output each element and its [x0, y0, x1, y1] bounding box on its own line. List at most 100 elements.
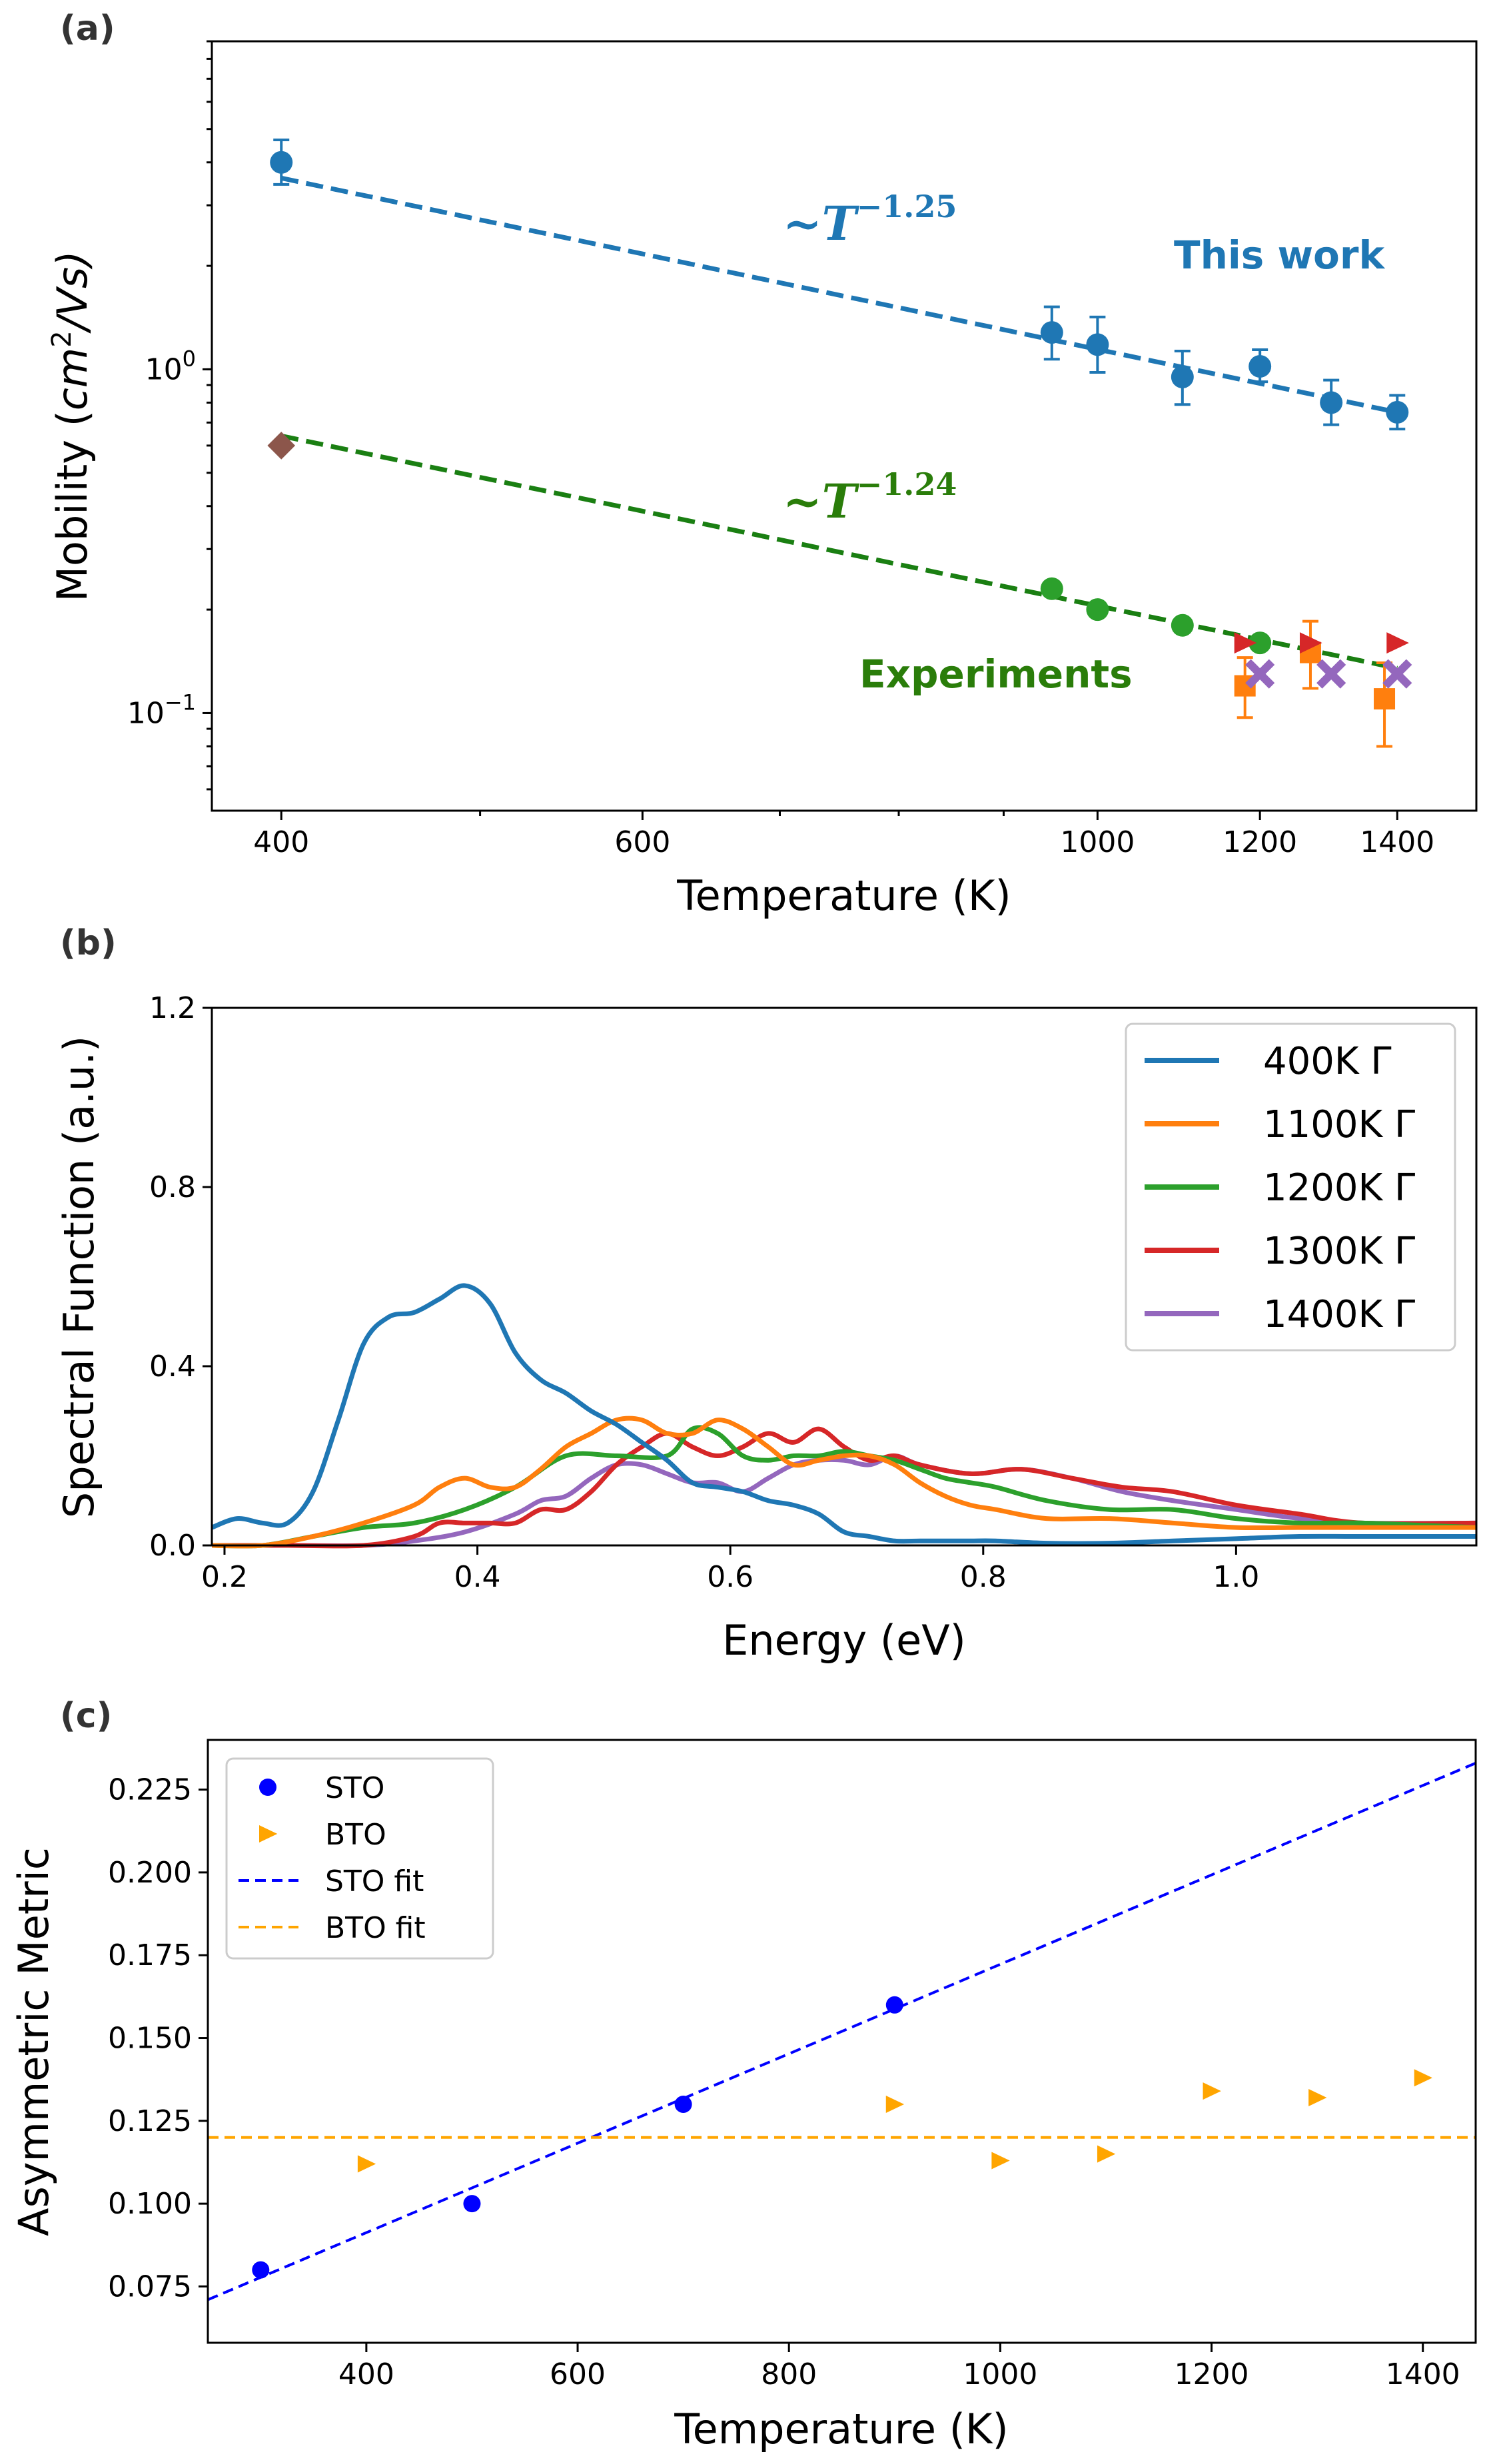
panel-a-x-axis-label: Temperature (K) — [676, 871, 1011, 920]
annotation-experiments: Experiments — [859, 651, 1133, 697]
panel-b-line-1100k- — [211, 1416, 1476, 1549]
panel-c-legend-label-3: BTO fit — [325, 1911, 426, 1945]
panel-c-content — [207, 1761, 1476, 2301]
annotation-power-law-this-work: ~T−1.25 — [783, 189, 957, 251]
panel-c-xtick-5-label: 1400 — [1386, 2357, 1460, 2391]
annotation-power-law-experiments: ~T−1.24 — [783, 466, 957, 529]
panel-a-point-s0-p5 — [1320, 391, 1343, 414]
panel-c-point-sto-3 — [885, 1996, 903, 2014]
panel-a-point-s4-p2 — [1386, 632, 1409, 654]
panel-a-mobility-chart: (a) 400 600 1000 1200 1400 100 10−1 Temperatu… — [47, 9, 1478, 920]
panel-c-ytick-3-label: 0.150 — [108, 2022, 192, 2056]
panel-a-point-s0-p4 — [1249, 354, 1272, 378]
panel-a-point-s0-p6 — [1386, 400, 1409, 424]
panel-c-ytick-2-label: 0.125 — [108, 2104, 192, 2138]
panel-b-ytick-0-label: 0.0 — [149, 1529, 196, 1563]
panel-a-xtick-1200-label: 1200 — [1223, 825, 1297, 859]
panel-c-ytick-4-label: 0.175 — [108, 1938, 192, 1972]
panel-b-legend-label-2: 1200K Γ — [1263, 1166, 1415, 1210]
panel-c-x-axis-label: Temperature (K) — [674, 2405, 1008, 2453]
panel-c-ytick-1-label: 0.100 — [108, 2187, 192, 2221]
panel-a-ytick-1-label: 10−1 — [127, 689, 196, 730]
panel-b-xtick-3-label: 0.8 — [960, 1560, 1007, 1594]
panel-c-legend-label-1: BTO — [325, 1818, 386, 1852]
panel-b-frame — [211, 1007, 1478, 1547]
panel-a-point-s5-p1 — [1316, 659, 1346, 689]
panel-c-legend-label-0: STO — [325, 1771, 384, 1805]
panel-c-point-bto-2 — [991, 2152, 1010, 2170]
panel-b-y-ticks: 0.0 0.4 0.8 1.2 — [149, 991, 212, 1563]
panel-a-xtick-1400-label: 1400 — [1360, 825, 1434, 859]
panel-a-fit-line-1 — [280, 434, 1398, 671]
panel-a-point-s0-p1 — [1040, 321, 1063, 344]
panel-b-legend-label-4: 1400K Γ — [1263, 1293, 1415, 1336]
panel-c-point-bto-6 — [1414, 2069, 1433, 2087]
panel-c-ytick-6-label: 0.225 — [108, 1773, 192, 1807]
panel-a-xtick-400-label: 400 — [253, 825, 309, 859]
panel-a-point-s0-p2 — [1086, 333, 1109, 356]
panel-a-y-ticks: 100 10−1 — [127, 40, 212, 791]
panel-b-legend-box — [1125, 1023, 1456, 1352]
panel-b-line-1200k- — [211, 1425, 1477, 1549]
panel-c-label: (c) — [60, 1696, 112, 1736]
panel-c-x-ticks: 400 600 800 1000 1200 1400 — [338, 2343, 1460, 2391]
panel-b-legend-label-3: 1300K Γ — [1263, 1230, 1415, 1273]
panel-c-frame — [207, 1739, 1477, 2344]
panel-a-point-s1-p2 — [1171, 614, 1194, 637]
panel-c-xtick-1-label: 600 — [550, 2357, 606, 2391]
panel-c-ytick-5-label: 0.200 — [108, 1856, 192, 1890]
panel-a-frame — [211, 40, 1478, 812]
panel-a-point-s3-p2 — [1374, 688, 1396, 710]
panel-b-spectral-chart: (b) 0.2 0.4 0.6 0.8 1.0 0.0 0.4 0.8 1.2 Energy … — [55, 923, 1478, 1665]
panel-b-line-400k- — [211, 1283, 1476, 1546]
panel-c-point-sto-1 — [463, 2195, 481, 2213]
panel-b-ytick-1-label: 0.4 — [149, 1350, 196, 1384]
panel-a-point-s4-p0 — [1234, 632, 1257, 654]
panel-a-point-s0-p3 — [1171, 365, 1194, 388]
panel-c-ytick-0-label: 0.075 — [108, 2269, 192, 2303]
panel-b-series-lines — [211, 1283, 1477, 1549]
panel-c-xtick-2-label: 800 — [761, 2357, 817, 2391]
panel-c-fit-line-sto-fit — [207, 1761, 1476, 2301]
panel-c-legend-label-2: STO fit — [325, 1864, 424, 1898]
panel-c-legend-swatch-1 — [259, 1825, 278, 1843]
panel-c-asymmetric-chart: (c) 400 600 800 1000 1200 1400 0.075 0.100 0.12… — [9, 1696, 1477, 2453]
panel-b-label: (b) — [60, 923, 117, 963]
panel-a-point-s5-p2 — [1382, 659, 1412, 689]
panel-c-point-bto-5 — [1308, 2089, 1327, 2107]
panel-c-y-ticks: 0.075 0.100 0.125 0.150 0.175 0.200 0.225 — [108, 1773, 208, 2303]
panel-b-legend-label-1: 1100K Γ — [1263, 1103, 1415, 1146]
panel-c-point-sto-0 — [252, 2261, 270, 2279]
panel-a-point-s5-p0 — [1245, 659, 1275, 689]
panel-a-fit-line-0 — [280, 175, 1398, 415]
panel-b-legend: 400K Γ 1100K Γ 1200K Γ 1300K Γ 1400K Γ — [1125, 1023, 1456, 1352]
panel-c-xtick-3-label: 1000 — [963, 2357, 1037, 2391]
panel-b-y-axis-label: Spectral Function (a.u.) — [55, 1036, 103, 1518]
panel-c-legend-box — [225, 1757, 494, 1960]
panel-a-point-s2-p0 — [267, 432, 296, 460]
panel-b-xtick-0-label: 0.2 — [201, 1560, 248, 1594]
panel-c-y-axis-label: Asymmetric Metric — [9, 1847, 58, 2236]
panel-a-xtick-1000-label: 1000 — [1060, 825, 1135, 859]
panel-a-x-ticks: 400 600 1000 1200 1400 — [253, 811, 1434, 859]
panel-c-point-sto-2 — [674, 2095, 692, 2113]
panel-a-point-s1-p0 — [1040, 577, 1063, 600]
panel-a-point-s0-p0 — [270, 151, 293, 174]
panel-c-point-bto-1 — [885, 2095, 905, 2113]
panel-c-point-bto-4 — [1203, 2082, 1221, 2100]
panel-c-xtick-4-label: 1200 — [1175, 2357, 1249, 2391]
panel-a-label: (a) — [60, 9, 115, 49]
panel-c-legend: STO BTO STO fit BTO fit — [225, 1757, 494, 1960]
panel-b-xtick-2-label: 0.6 — [707, 1560, 753, 1594]
panel-b-x-ticks: 0.2 0.4 0.6 0.8 1.0 — [201, 1545, 1259, 1594]
panel-a-point-s1-p1 — [1086, 598, 1109, 621]
panel-c-xtick-0-label: 400 — [338, 2357, 394, 2391]
panel-a-ytick-0-label: 100 — [145, 346, 196, 386]
panel-b-xtick-1-label: 0.4 — [454, 1560, 501, 1594]
panel-b-legend-label-0: 400K Γ — [1263, 1040, 1392, 1083]
panel-a-point-s4-p1 — [1299, 632, 1322, 654]
panel-a-point-s1-p3 — [1249, 631, 1272, 655]
panel-a-y-axis-label: Mobility (cm2/Vs) — [47, 250, 97, 602]
panel-b-ytick-2-label: 0.8 — [149, 1170, 196, 1204]
